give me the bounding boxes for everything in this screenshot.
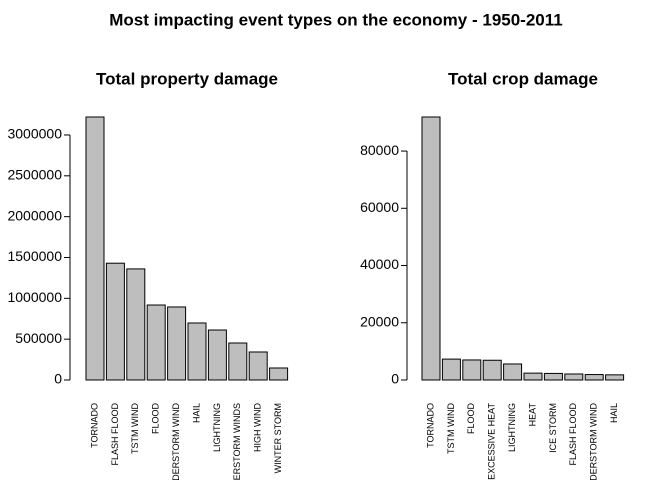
x-tick-label: HIGH WIND [253, 403, 263, 452]
bar [207, 329, 227, 381]
y-tick-label: 2000000 [7, 207, 62, 223]
main-title: Most impacting event types on the econom… [109, 10, 562, 29]
chart-title: Total property damage [96, 69, 278, 88]
y-tick-label: 1000000 [7, 289, 62, 305]
bar [421, 116, 441, 381]
bar [605, 374, 625, 381]
bar [523, 372, 543, 381]
y-tick-label: 0 [391, 371, 399, 387]
x-tick-label: FLOOD [151, 403, 161, 435]
x-tick-label: HEAT [527, 403, 537, 427]
x-tick-label: TSTM WIND [130, 403, 140, 454]
x-tick-label: ICE STORM [548, 403, 558, 453]
y-tick-label: 0 [54, 371, 62, 387]
bar [126, 268, 146, 381]
y-tick-label: 500000 [15, 330, 62, 346]
bar [146, 304, 166, 381]
bar [462, 359, 482, 381]
x-tick-label: HAIL [191, 403, 201, 423]
bar [228, 342, 248, 381]
y-tick-label: 1500000 [7, 248, 62, 264]
x-tick-label: WINTER STORM [273, 403, 283, 473]
bar [441, 358, 461, 381]
bar [85, 116, 105, 381]
y-tick-label: 2500000 [7, 167, 62, 183]
x-tick-label: TSTM WIND [446, 403, 456, 454]
bar [248, 351, 268, 381]
y-tick-label: 60000 [360, 199, 399, 215]
bar [482, 359, 502, 381]
x-tick-label: LIGHTNING [507, 403, 517, 452]
chart-title: Total crop damage [448, 69, 598, 88]
x-tick-label: EXCESSIVE HEAT [487, 403, 497, 480]
x-tick-label: TORNADO [89, 403, 99, 448]
bar [269, 367, 289, 381]
x-tick-label: FLASH FLOOD [568, 403, 578, 466]
bar [564, 373, 584, 381]
bar [503, 363, 523, 381]
bar [167, 306, 187, 381]
x-tick-label: FLOOD [466, 403, 476, 435]
bar [543, 372, 563, 381]
y-tick-label: 80000 [360, 142, 399, 158]
x-tick-label: FLASH FLOOD [110, 403, 120, 466]
x-tick-label: THUNDERSTORM WIND [171, 403, 181, 480]
y-tick-label: 20000 [360, 313, 399, 329]
x-tick-label: LIGHTNING [212, 403, 222, 452]
x-tick-label: HAIL [609, 403, 619, 423]
y-tick-label: 40000 [360, 256, 399, 272]
bar [105, 262, 125, 381]
x-tick-label: THUNDERSTORM WIND [589, 403, 599, 480]
x-tick-label: THUNDERSTORM WINDS [232, 403, 242, 480]
x-tick-label: TORNADO [425, 403, 435, 448]
bar [187, 322, 207, 381]
bar [584, 374, 604, 381]
y-tick-label: 3000000 [7, 126, 62, 142]
